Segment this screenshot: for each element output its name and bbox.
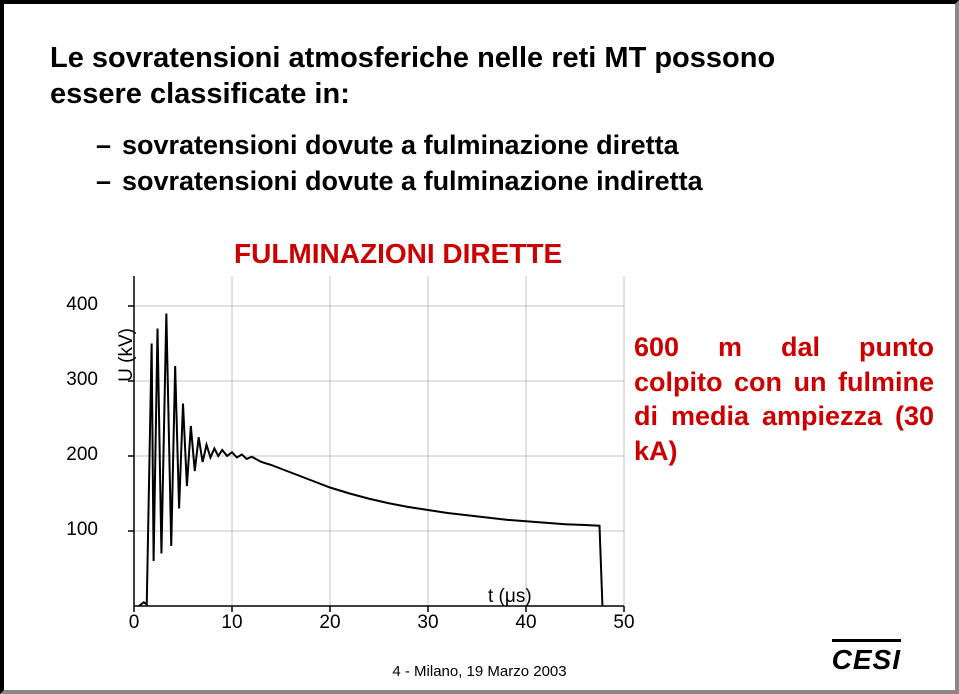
title-line-2: essere classificate in: — [50, 78, 350, 110]
slide-footer: 4 - Milano, 19 Marzo 2003 — [4, 663, 955, 680]
cesi-logo: CESI — [832, 639, 901, 676]
y-tick-label: 200 — [60, 444, 98, 466]
y-tick-label: 300 — [60, 369, 98, 391]
chart-axes — [134, 276, 624, 606]
y-tick-label: 400 — [60, 294, 98, 316]
y-tick-label: 100 — [60, 519, 98, 541]
chart-container: FULMINAZIONI DIRETTE 600 m dal punto col… — [64, 246, 904, 646]
chart-grid — [134, 276, 624, 606]
bullet-item-1: sovratensioni dovute a fulminazione dire… — [96, 127, 909, 163]
slide-title: Le sovratensioni atmosferiche nelle reti… — [50, 40, 909, 113]
x-tick-label: 20 — [310, 612, 350, 634]
chart-waveform — [139, 314, 603, 607]
x-tick-label: 50 — [604, 612, 644, 634]
x-tick-label: 30 — [408, 612, 448, 634]
title-line-1: Le sovratensioni atmosferiche nelle reti… — [50, 42, 775, 74]
x-tick-label: 0 — [114, 612, 154, 634]
bullet-list: sovratensioni dovute a fulminazione dire… — [96, 127, 909, 200]
slide: Le sovratensioni atmosferiche nelle reti… — [0, 0, 959, 694]
x-tick-label: 10 — [212, 612, 252, 634]
bullet-item-2: sovratensioni dovute a fulminazione indi… — [96, 163, 909, 199]
x-tick-label: 40 — [506, 612, 546, 634]
chart-plot — [64, 246, 904, 646]
